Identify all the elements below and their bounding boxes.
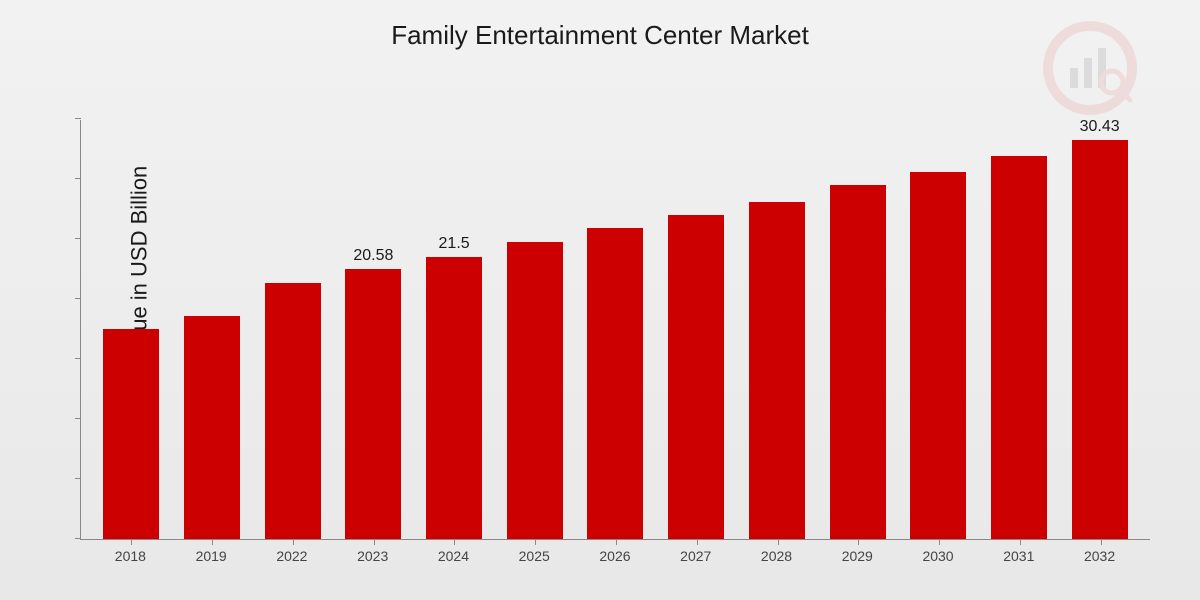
- plot-area: 20.58 21.5 30.43: [80, 120, 1150, 540]
- bar: [910, 172, 966, 540]
- bar: 21.5: [426, 257, 482, 539]
- bar-group: [494, 242, 575, 539]
- bar-group: [252, 283, 333, 539]
- bar: 20.58: [345, 269, 401, 539]
- bar: [587, 228, 643, 539]
- x-axis-label: 2022: [252, 548, 333, 564]
- x-axis-label: 2019: [171, 548, 252, 564]
- bar: [507, 242, 563, 539]
- x-tick: [1101, 539, 1102, 545]
- bar-group: [979, 156, 1060, 539]
- y-tick: [75, 178, 81, 179]
- x-tick: [697, 539, 698, 545]
- bar-group: 30.43: [1059, 140, 1140, 539]
- bars-container: 20.58 21.5 30.43: [81, 120, 1150, 539]
- bar-group: [575, 228, 656, 539]
- x-tick: [212, 539, 213, 545]
- bar: [830, 185, 886, 539]
- y-tick: [75, 298, 81, 299]
- x-axis-label: 2028: [736, 548, 817, 564]
- x-tick: [535, 539, 536, 545]
- x-tick: [374, 539, 375, 545]
- x-axis-label: 2025: [494, 548, 575, 564]
- chart-title: Family Entertainment Center Market: [0, 20, 1200, 51]
- y-tick: [75, 418, 81, 419]
- x-tick: [616, 539, 617, 545]
- x-tick: [778, 539, 779, 545]
- bar: [103, 329, 159, 539]
- bar: [991, 156, 1047, 539]
- bar-group: 21.5: [414, 257, 495, 539]
- bar: [749, 202, 805, 539]
- x-axis-label: 2030: [898, 548, 979, 564]
- x-axis-label: 2023: [332, 548, 413, 564]
- y-tick: [75, 238, 81, 239]
- bar: 30.43: [1072, 140, 1128, 539]
- bar-group: [656, 215, 737, 539]
- y-tick: [75, 478, 81, 479]
- x-tick: [293, 539, 294, 545]
- bar: [265, 283, 321, 539]
- bar-group: [91, 329, 172, 539]
- x-tick: [1020, 539, 1021, 545]
- y-tick: [75, 538, 81, 539]
- x-axis-label: 2027: [655, 548, 736, 564]
- x-tick: [454, 539, 455, 545]
- y-tick: [75, 118, 81, 119]
- x-axis-label: 2029: [817, 548, 898, 564]
- bar-group: [737, 202, 818, 539]
- y-tick: [75, 358, 81, 359]
- x-axis-label: 2031: [978, 548, 1059, 564]
- bar-group: [817, 185, 898, 539]
- bar-group: [898, 172, 979, 540]
- x-axis-label: 2032: [1059, 548, 1140, 564]
- bar-value-label: 30.43: [1080, 118, 1120, 136]
- x-tick: [939, 539, 940, 545]
- x-axis-label: 2026: [575, 548, 656, 564]
- bar-group: 20.58: [333, 269, 414, 539]
- watermark-logo: [1040, 18, 1140, 118]
- bar: [184, 316, 240, 539]
- bar-value-label: 21.5: [439, 235, 470, 253]
- x-axis-labels: 2018201920222023202420252026202720282029…: [80, 548, 1150, 564]
- x-axis-label: 2018: [90, 548, 171, 564]
- bar-value-label: 20.58: [353, 247, 393, 265]
- bar: [668, 215, 724, 539]
- bar-group: [172, 316, 253, 539]
- x-tick: [858, 539, 859, 545]
- x-tick: [131, 539, 132, 545]
- x-axis-label: 2024: [413, 548, 494, 564]
